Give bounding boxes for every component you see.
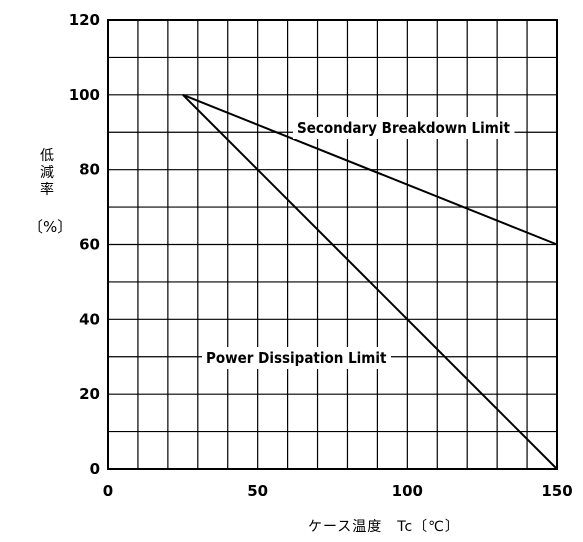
y-tick-label: 20 (79, 385, 100, 403)
x-tick-label: 50 (247, 482, 268, 500)
y-tick-label: 80 (79, 161, 100, 179)
y-tick-label: 0 (90, 460, 100, 478)
y-tick-label: 40 (79, 310, 100, 328)
series-label-2: Power Dissipation Limit (202, 347, 391, 369)
series-lines (182, 93, 558, 470)
series-label-background (293, 117, 515, 139)
x-axis-label: ケース温度 Tc〔℃〕 (308, 519, 460, 535)
series-labels: Secondary Breakdown Limit Power Dissipati… (202, 117, 515, 369)
series-label-1: Secondary Breakdown Limit (293, 117, 515, 139)
x-tick-label: 150 (541, 482, 572, 500)
series-line-1 (182, 93, 558, 246)
x-tick-label: 0 (103, 482, 113, 500)
series-label-background (202, 347, 391, 369)
y-tick-label: 60 (79, 236, 100, 254)
y-tick-label: 100 (69, 86, 100, 104)
x-tick-label: 100 (392, 482, 423, 500)
y-axis-unit: 〔%〕 (28, 218, 73, 236)
series-label-text: Secondary Breakdown Limit (297, 119, 510, 137)
series-label-text: Power Dissipation Limit (206, 349, 387, 367)
y-tick-label: 120 (69, 11, 100, 29)
y-axis-label: 低 減 率 (40, 148, 54, 198)
x-tick-labels: 0 50 100 150 (103, 482, 573, 500)
y-tick-labels: 0 20 40 60 80 100 120 (69, 11, 100, 478)
series-line-2 (182, 94, 558, 470)
